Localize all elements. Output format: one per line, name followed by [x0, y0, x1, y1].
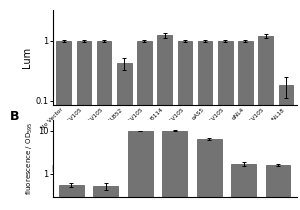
Y-axis label: Lum: Lum [22, 47, 32, 68]
Y-axis label: fluorescence / OD$_{595}$: fluorescence / OD$_{595}$ [25, 122, 35, 195]
Bar [238, 41, 253, 210]
Bar [56, 41, 71, 210]
Bar [218, 41, 232, 210]
Text: topA: topA [206, 165, 224, 173]
Text: arcB: arcB [126, 165, 143, 173]
Bar [59, 185, 84, 210]
Text: pVSV105: pVSV105 [163, 107, 185, 129]
Text: pNL18: pNL18 [269, 107, 286, 124]
Text: pAS5: pAS5 [191, 107, 205, 121]
Text: arcA: arcA [85, 165, 103, 173]
Bar [178, 41, 192, 210]
Text: pVSV105: pVSV105 [82, 107, 104, 129]
Text: B: B [10, 110, 19, 123]
Text: pVSV105: pVSV105 [61, 107, 84, 129]
Text: acnB: acnB [165, 165, 184, 173]
Bar [158, 35, 172, 210]
Bar [76, 41, 91, 210]
Bar [117, 63, 131, 210]
Bar [198, 41, 212, 210]
Text: pVSV105: pVSV105 [203, 107, 225, 129]
Text: pJLB52: pJLB52 [106, 107, 124, 125]
Text: ES114: ES114 [52, 165, 76, 173]
Text: pVSV105: pVSV105 [122, 107, 144, 129]
Bar [94, 186, 118, 210]
Bar [97, 41, 111, 210]
Text: pJLB114: pJLB114 [144, 107, 165, 127]
Bar [258, 36, 273, 210]
Bar [197, 139, 222, 210]
Bar [162, 131, 187, 210]
Text: pNL4: pNL4 [231, 107, 245, 121]
Bar [231, 164, 256, 210]
Bar [137, 41, 152, 210]
Text: lonA: lonA [257, 165, 274, 173]
Bar [266, 165, 290, 210]
Text: No Vector: No Vector [40, 107, 64, 131]
Bar [128, 131, 153, 210]
Text: pVSV105: pVSV105 [243, 107, 266, 129]
Bar [279, 85, 293, 210]
